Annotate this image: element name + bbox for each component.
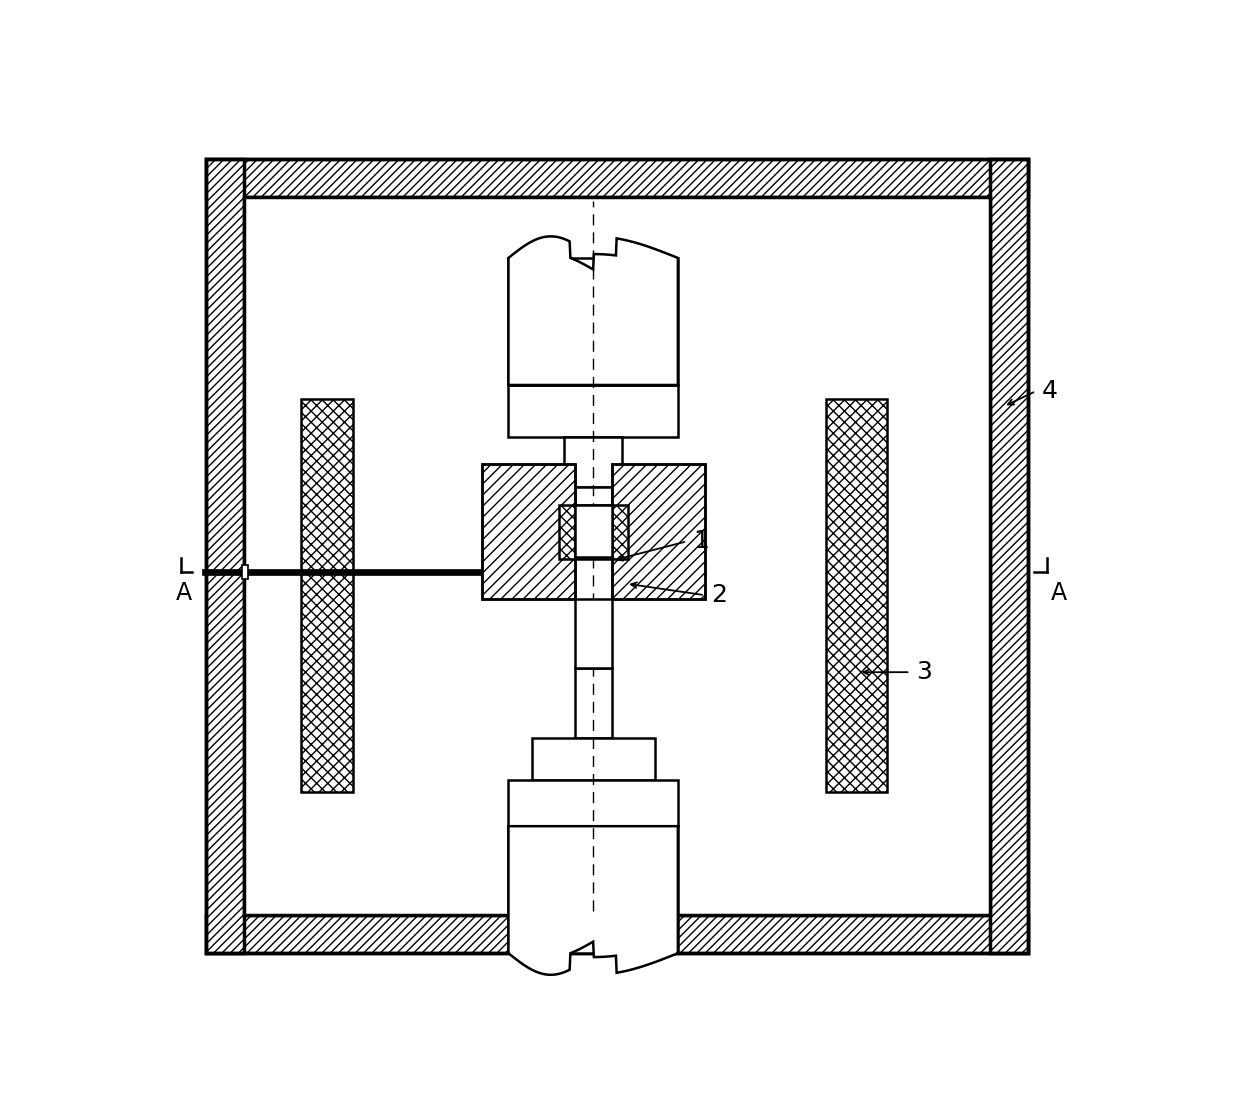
Text: 1: 1: [693, 529, 709, 553]
Bar: [574, 599, 611, 668]
Bar: [574, 668, 611, 737]
Bar: [244, 197, 990, 915]
Bar: [558, 505, 627, 558]
Bar: [611, 464, 704, 599]
Bar: [300, 399, 353, 792]
Bar: [574, 487, 611, 556]
Bar: [508, 826, 678, 953]
Bar: [508, 385, 678, 438]
Text: 4: 4: [1042, 380, 1058, 403]
Text: A: A: [176, 581, 192, 606]
Text: 2: 2: [711, 584, 727, 607]
Bar: [508, 258, 678, 385]
Bar: [564, 438, 622, 487]
Bar: [206, 159, 1028, 197]
Bar: [532, 737, 655, 780]
Bar: [206, 915, 1028, 953]
Bar: [574, 505, 611, 556]
Bar: [611, 464, 704, 599]
Text: 3: 3: [916, 660, 932, 685]
Polygon shape: [508, 826, 678, 975]
Bar: [202, 569, 481, 575]
Bar: [990, 159, 1028, 953]
Bar: [206, 159, 244, 953]
Bar: [826, 399, 887, 792]
Polygon shape: [508, 236, 678, 385]
Text: A: A: [1052, 581, 1068, 606]
Bar: [508, 780, 678, 826]
Bar: [206, 159, 1028, 953]
Bar: [481, 464, 574, 599]
Bar: [481, 464, 574, 599]
Bar: [242, 565, 248, 579]
